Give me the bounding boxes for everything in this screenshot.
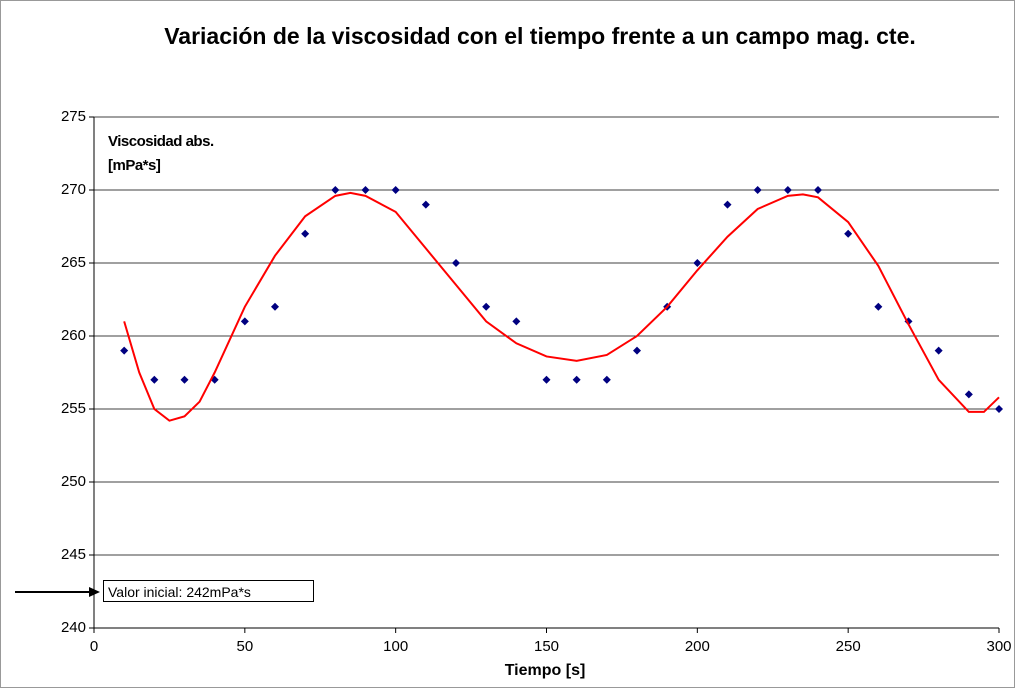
- data-point: [814, 186, 822, 194]
- data-point: [693, 259, 702, 267]
- y-tick-label: 240: [61, 619, 86, 636]
- data-point: [301, 229, 310, 238]
- y-tick-label: 275: [61, 108, 86, 125]
- data-point: [572, 375, 581, 384]
- data-point: [753, 186, 762, 194]
- annotation: Valor inicial: 242mPa*s: [103, 580, 314, 602]
- data-point: [844, 229, 853, 238]
- x-tick-label: 100: [383, 638, 408, 655]
- x-tick-label: 50: [236, 638, 253, 655]
- data-point: [180, 375, 189, 384]
- data-point: [964, 390, 973, 399]
- chart-title: Variación de la viscosidad con el tiempo…: [164, 23, 916, 49]
- data-point: [874, 302, 883, 311]
- data-point: [452, 259, 460, 267]
- y-tick-label: 260: [61, 327, 86, 344]
- data-point: [421, 200, 430, 209]
- data-point: [602, 375, 611, 384]
- y-tick-label: 250: [61, 473, 86, 490]
- data-point: [361, 186, 370, 194]
- data-point: [150, 375, 159, 384]
- x-axis-label: Tiempo [s]: [504, 662, 586, 679]
- x-tick-label: 300: [986, 638, 1011, 655]
- data-point: [391, 186, 400, 194]
- data-point: [633, 346, 641, 355]
- data-point: [723, 200, 732, 209]
- x-tick-label: 150: [534, 638, 559, 655]
- x-tick-label: 250: [836, 638, 861, 655]
- trend-line: [123, 191, 1000, 422]
- data-point: [783, 186, 792, 194]
- data-point: [120, 346, 129, 355]
- y-tick-label: 265: [61, 254, 86, 271]
- data-point: [934, 346, 943, 355]
- y-tick-label: 245: [61, 546, 86, 563]
- data-point: [240, 317, 249, 326]
- y-tick-label: 255: [61, 400, 86, 417]
- data-point: [271, 302, 279, 311]
- y-axis-label: Viscosidad abs.[mPa*s]: [108, 133, 214, 174]
- x-tick-label: 200: [685, 638, 710, 655]
- x-tick-label: 0: [90, 638, 98, 655]
- data-point: [512, 317, 521, 326]
- data-point: [995, 405, 1003, 413]
- y-tick-label: 270: [61, 181, 86, 198]
- data-point: [482, 302, 491, 311]
- data-point: [331, 186, 340, 194]
- data-point: [542, 375, 551, 384]
